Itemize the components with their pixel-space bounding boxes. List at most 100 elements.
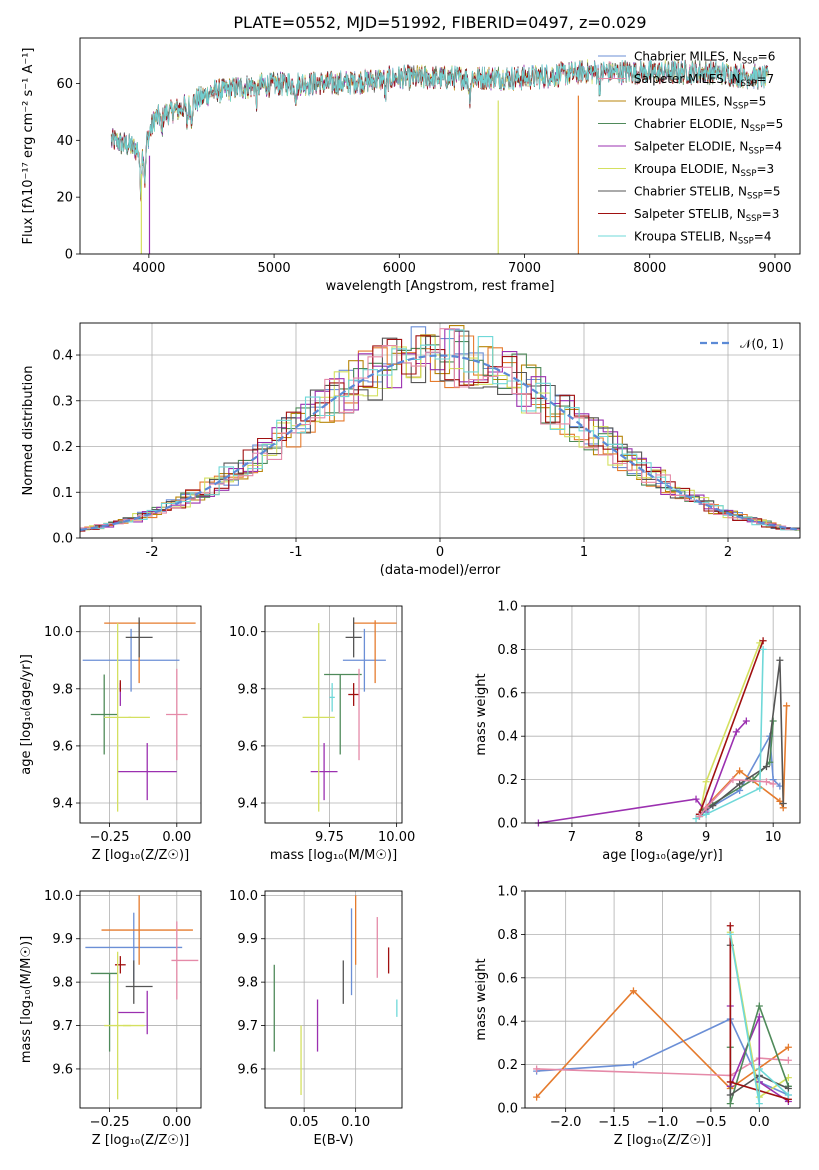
weight-marker [755,1065,763,1073]
y-tick-label: 0 [65,248,73,263]
y-tick-label: 9.9 [52,932,73,947]
y-axis-label: mass weight [474,673,489,755]
y-tick-label: 0.4 [497,730,518,745]
weight-marker [742,717,750,725]
weight-marker [692,795,700,803]
y-tick-label: 9.8 [52,976,73,991]
legend-entry: Chabrier MILES, NSSP=6 [634,50,775,67]
y-axis-label: Flux [fλ10⁻¹⁷ erg cm⁻² s⁻¹ A⁻¹] [21,48,36,245]
spectrum-line-9 [110,59,769,198]
x-tick-label: 6000 [383,261,416,276]
axes-weight_vs_age: 7 8 9 10 0.0 0.2 0.4 0.6 0.8 1.0 age [log₁₀(age/yr… [474,600,800,863]
x-tick-label: 10 [765,830,782,845]
figure-title: PLATE=0552, MJD=51992, FIBERID=0497, z=0… [233,13,646,32]
weight-marker [702,810,710,818]
y-tick-label: 9.6 [237,1062,258,1077]
weight-marker [755,1100,763,1108]
x-axis-label: Z [log₁₀(Z/Z☉)] [92,848,189,863]
weight-marker [759,645,767,653]
legend-entry: Salpeter MILES, NSSP=7 [634,72,774,89]
y-tick-label: 9.6 [52,1062,73,1077]
weight-marker [776,656,784,664]
x-tick-label: -2 [146,545,159,560]
lines-weight_vs_age [534,637,791,827]
weight-marker [736,767,744,775]
y-tick-label: 0.2 [497,1058,518,1073]
legend-entry: Chabrier ELODIE, NSSP=5 [634,117,783,134]
weight-marker [769,780,777,788]
y-tick-label: 1.0 [497,600,518,615]
y-tick-label: 20 [56,191,73,206]
y-tick-label: 0.8 [497,643,518,658]
x-tick-label: 7000 [508,261,541,276]
residuals-frame [79,322,801,539]
weight-marker [726,1091,734,1099]
x-tick-label: 1 [580,545,588,560]
legend-entry: Kroupa ELODIE, NSSP=3 [634,162,774,179]
y-tick-label: 0.6 [497,686,518,701]
x-tick-label: −1.0 [647,1115,679,1130]
x-tick-label: 9000 [758,261,791,276]
errorbars-mass_vs_Z [85,895,199,1100]
y-tick-label: 9.4 [237,797,258,812]
y-axis-label: age [log₁₀(age/yr)] [19,654,34,775]
x-tick-label: 0.10 [341,1115,370,1130]
weight-marker [736,780,744,788]
weight-line-7 [698,640,764,815]
x-tick-label: 0 [436,545,444,560]
weight-line-6 [698,660,784,815]
weight-marker [729,776,737,784]
weight-line-5 [702,720,774,811]
legend-entry: Salpeter ELODIE, NSSP=4 [634,140,782,157]
errorbars-mass_vs_ebv [273,895,398,1095]
x-tick-label: 0.0 [749,1115,770,1130]
weight-line-3 [536,1057,789,1077]
weight-marker [726,922,734,930]
y-tick-label: 9.9 [237,932,258,947]
y-tick-label: 0.0 [497,817,518,832]
weight-marker [784,1043,792,1051]
y-tick-label: 9.8 [237,682,258,697]
x-tick-label: 8000 [633,261,666,276]
y-tick-label: 10.0 [229,625,258,640]
x-tick-label: −0.5 [695,1115,727,1130]
weight-marker [732,728,740,736]
y-tick-label: 9.6 [52,739,73,754]
x-tick-label: −2.0 [550,1115,582,1130]
y-tick-label: 0.6 [497,971,518,986]
y-tick-label: 0.4 [497,1015,518,1030]
histogram-series-8 [80,335,800,532]
weight-marker [726,1078,734,1086]
age_vs_Z-frame [79,605,202,824]
y-tick-label: 9.8 [237,976,258,991]
y-tick-label: 0.3 [52,394,73,409]
weight-marker [784,1084,792,1092]
y-tick-label: 0.0 [497,1102,518,1117]
x-tick-label: 4000 [132,261,165,276]
spectrum-legend: Chabrier MILES, NSSP=6 Salpeter MILES, NS… [598,50,783,247]
x-tick-label: 0.05 [290,1115,319,1130]
x-tick-label: 0.00 [162,1115,191,1130]
x-axis-label: Z [log₁₀(Z/Z☉)] [614,1133,711,1148]
x-axis-label: wavelength [Angstrom, rest frame] [326,279,555,294]
axes-mass_vs_ebv: 0.05 0.10 9.6 9.7 9.8 9.9 10.0 E(B-V) [229,889,402,1148]
y-axis-label: mass weight [474,958,489,1040]
weight-marker [726,1100,734,1108]
weight-marker [709,802,717,810]
weight-marker [702,778,710,786]
x-axis-label: (data-model)/error [380,563,501,578]
y-axis-label: Normed distribution [21,366,36,496]
y-tick-label: 0.1 [52,486,73,501]
x-tick-label: 8 [635,830,643,845]
weight-marker [762,763,770,771]
x-tick-label: −1.5 [598,1115,630,1130]
mass_vs_ebv-frame [264,890,403,1109]
normal-curve [80,354,800,532]
weight_vs_Z-frame [524,890,801,1109]
x-tick-label: 2 [724,545,732,560]
y-axis-label: mass [log₁₀(M/M☉)] [19,936,34,1063]
weight_vs_age-frame [524,605,801,824]
errorbars-age_vs_mass [302,617,397,812]
weight-marker [533,1065,541,1073]
x-tick-label: 9 [702,830,710,845]
